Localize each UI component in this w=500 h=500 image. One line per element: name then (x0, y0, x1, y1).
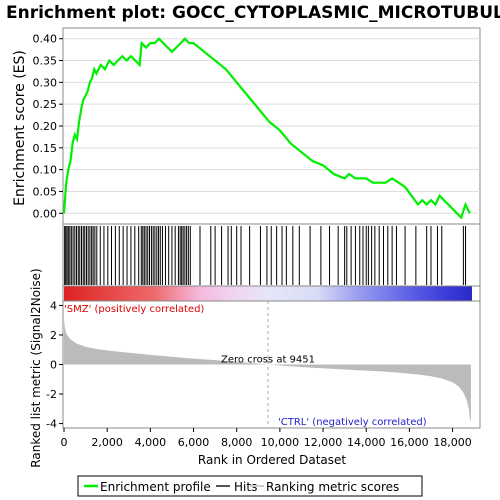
es-line (62, 37, 471, 220)
es-ytick-label: 0.15 (33, 142, 58, 155)
es-ytick-label: 0.00 (33, 207, 58, 220)
xtick-label: 4,000 (135, 436, 167, 449)
xtick-label: 6,000 (178, 436, 210, 449)
xtick-label: 0 (61, 436, 68, 449)
metric-yticks: 4 2 0 -2 -4 (46, 299, 63, 431)
es-ytick-label: 0.25 (33, 98, 58, 111)
xtick-label: 14,000 (347, 436, 386, 449)
metric-xticks: 0 2,000 4,000 6,000 8,000 10,000 12,000 14,000 1… (61, 428, 472, 449)
xtick-label: 18,000 (433, 436, 472, 449)
metric-area (64, 317, 471, 423)
es-ytick-label: 0.05 (33, 185, 58, 198)
legend-metric-label: Ranking metric scores (266, 480, 399, 494)
metric-ytick-label: 0 (50, 359, 57, 372)
xtick-label: 10,000 (261, 436, 300, 449)
negative-label: 'CTRL' (negatively correlated) (278, 417, 427, 428)
page-title: Enrichment plot: GOCC_CYTOPLASMIC_MICROT… (6, 3, 500, 23)
es-ytick-label: 0.20 (33, 120, 58, 133)
es-ytick-label: 0.35 (33, 55, 58, 68)
es-ytick-label: 0.10 (33, 164, 58, 177)
legend-es-label: Enrichment profile (100, 480, 211, 494)
xtick-label: 16,000 (390, 436, 429, 449)
zero-cross-label: Zero cross at 9451 (221, 355, 315, 366)
metric-ytick-label: -4 (46, 418, 57, 431)
metric-ytick-label: 4 (50, 299, 57, 312)
xtick-label: 2,000 (91, 436, 123, 449)
rank-colorbar (64, 286, 472, 301)
metric-ytick-label: -2 (46, 388, 57, 401)
es-yticks: 0.00 0.05 0.10 0.15 0.20 0.25 0.30 0.35 0.40 (33, 33, 63, 220)
es-ytick-label: 0.40 (33, 33, 58, 46)
legend-hits-label: Hits (234, 480, 257, 494)
metric-ylabel: Ranked list metric (Signal2Noise) (29, 268, 43, 467)
positive-label: 'SMZ' (positively correlated) (64, 304, 204, 315)
es-grid (63, 38, 480, 214)
xtick-label: 8,000 (221, 436, 253, 449)
es-ytick-label: 0.30 (33, 76, 58, 89)
xlabel: Rank in Ordered Dataset (198, 453, 346, 467)
xtick-label: 12,000 (304, 436, 343, 449)
es-ylabel: Enrichment score (ES) (12, 50, 28, 206)
metric-ytick-label: 2 (50, 329, 57, 342)
hit-lines (64, 226, 467, 285)
